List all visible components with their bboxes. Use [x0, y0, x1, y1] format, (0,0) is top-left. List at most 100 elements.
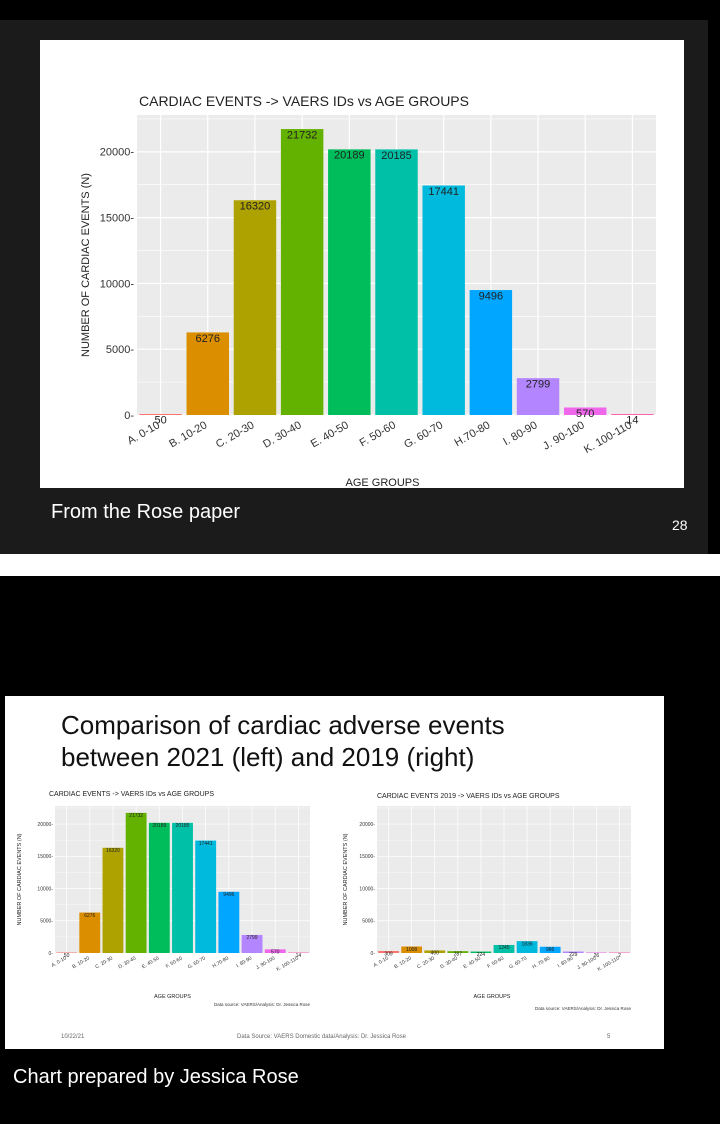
bar-value-label: 16320	[106, 848, 120, 854]
bar	[79, 912, 101, 953]
bar-value-label: 400	[431, 951, 440, 957]
bar-value-label: 20189	[334, 150, 365, 162]
x-tick-label: H. 70-80	[532, 955, 552, 970]
x-tick-label: G. 60-70	[187, 955, 207, 970]
bar	[375, 149, 418, 415]
bar-value-label: 20185	[176, 823, 190, 829]
bar-value-label: 21732	[129, 813, 143, 819]
y-tick-label: 10000-	[100, 278, 135, 290]
bar-value-label: 9496	[223, 892, 234, 898]
bar	[585, 952, 607, 953]
x-tick-label: C. 20-30	[94, 955, 114, 970]
bar	[516, 941, 538, 953]
chart-2019: CARDIAC EVENTS 2019 -> VAERS IDs vs AGE …	[343, 793, 631, 1011]
bar-value-label: 1245	[498, 945, 509, 951]
bar-value-label: 16320	[240, 201, 271, 213]
bar	[218, 891, 240, 953]
slide-bottom: Comparison of cardiac adverse events bet…	[0, 578, 720, 1124]
y-axis-label: NUMBER OF CARDIAC EVENTS (N)	[80, 173, 92, 357]
x-tick-label: I. 80-90	[235, 955, 253, 969]
x-tick-label: F. 50-60	[486, 955, 505, 969]
chart-title: CARDIAC EVENTS -> VAERS IDs vs AGE GROUP…	[139, 93, 469, 109]
x-tick-label: A. 0-10	[51, 955, 68, 968]
chart-panel-main: CARDIAC EVENTS -> VAERS IDs vs AGE GROUP…	[40, 40, 684, 488]
bar-value-label: 309	[384, 951, 393, 957]
bar	[609, 952, 630, 953]
y-tick-label: 15000-	[37, 854, 53, 860]
bar-value-label: 2	[618, 953, 621, 959]
bar-value-label: 2799	[246, 935, 257, 941]
bar	[280, 129, 324, 415]
y-tick-label: 10000-	[359, 886, 375, 892]
bar	[233, 200, 277, 415]
x-tick-label: G. 60-70	[508, 955, 528, 970]
x-tick-label: A. 0-10	[373, 955, 390, 968]
bar	[264, 949, 286, 953]
x-tick-label: B. 10-20	[393, 955, 413, 970]
y-axis-label: NUMBER OF CARDIAC EVENTS (N)	[17, 833, 23, 925]
bar-value-label: 20189	[152, 823, 166, 829]
x-axis-label: AGE GROUPS	[346, 477, 420, 488]
x-tick-label: D. 30-40	[439, 955, 459, 970]
x-tick-label: J. 90-100	[576, 955, 597, 971]
bar-value-label: 26	[594, 953, 600, 959]
bar	[563, 407, 607, 415]
bar	[470, 951, 492, 953]
x-tick-label: J. 90-100	[255, 955, 276, 971]
bar-value-label: 20185	[381, 150, 412, 162]
x-tick-label: C. 20-30	[416, 955, 436, 970]
y-tick-label: 20000-	[37, 822, 53, 828]
x-tick-label: J. 90-100	[541, 419, 587, 452]
bar	[422, 185, 465, 415]
x-tick-label: I. 80-90	[557, 955, 575, 969]
bar-value-label: 14	[626, 414, 638, 426]
bar	[186, 332, 230, 415]
x-tick-label: C. 20-30	[214, 419, 257, 450]
bar-value-label: 50	[64, 953, 70, 959]
bar	[562, 951, 584, 953]
x-tick-label: D. 30-40	[118, 955, 138, 970]
bar-value-label: 229	[569, 952, 578, 958]
chart-2021: CARDIAC EVENTS -> VAERS IDs vs AGE GROUP…	[17, 791, 310, 1007]
bar	[148, 822, 170, 953]
bar-value-label: 224	[477, 952, 486, 958]
x-tick-label: F. 50-60	[165, 955, 184, 969]
bar-value-label: 6276	[84, 913, 95, 919]
y-tick-label: 20000-	[359, 822, 375, 828]
x-axis-label: AGE GROUPS	[154, 994, 191, 1000]
y-tick-label: 0-	[371, 951, 376, 957]
bar-value-label: 287	[454, 951, 463, 957]
x-tick-label: F. 50-60	[358, 419, 398, 449]
y-tick-label: 5000-	[40, 919, 53, 925]
x-tick-label: B. 10-20	[71, 955, 91, 970]
bar	[469, 290, 513, 415]
bar-value-label: 570	[576, 408, 594, 420]
x-tick-label: G. 60-70	[402, 419, 445, 451]
y-tick-label: 5000-	[362, 919, 375, 925]
bar-value-label: 2799	[526, 379, 550, 391]
data-source-label: Data source: VAERS/Analysis: Dr. Jessica…	[535, 1006, 631, 1011]
bar	[539, 946, 561, 953]
y-tick-label: 0-	[49, 951, 54, 957]
chart-title: CARDIAC EVENTS -> VAERS IDs vs AGE GROUP…	[49, 791, 214, 798]
bar	[241, 934, 263, 953]
caption-top: From the Rose paper	[51, 501, 240, 523]
x-tick-label: B. 10-20	[167, 419, 209, 450]
bar	[56, 952, 78, 953]
bar	[401, 946, 423, 953]
y-tick-label: 5000-	[106, 344, 134, 356]
chart-title: CARDIAC EVENTS 2019 -> VAERS IDs vs AGE …	[377, 793, 560, 800]
footer-date: 10/22/21	[61, 1034, 85, 1040]
x-tick-label: K. 100-110	[597, 955, 621, 972]
comparison-slide: Comparison of cardiac adverse events bet…	[5, 696, 664, 1049]
bar	[328, 149, 371, 415]
footer-source: Data Source: VAERS Domestic data/Analysi…	[237, 1034, 406, 1040]
slide-title-line1: Comparison of cardiac adverse events	[61, 710, 505, 740]
bar-value-label: 6276	[196, 333, 220, 345]
x-tick-label: K. 100-110	[582, 419, 634, 456]
y-axis-label: NUMBER OF CARDIAC EVENTS (N)	[343, 833, 349, 925]
bar	[424, 950, 446, 953]
bar-value-label: 17441	[199, 841, 213, 847]
y-tick-label: 15000-	[359, 854, 375, 860]
footer-page: 5	[607, 1034, 611, 1040]
